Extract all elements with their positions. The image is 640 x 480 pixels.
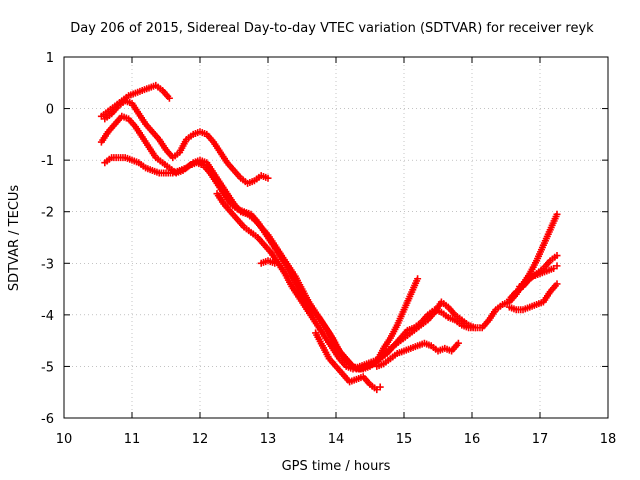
- data-point: [264, 174, 272, 182]
- data-point: [165, 94, 173, 102]
- data-point: [553, 280, 561, 288]
- data-point: [376, 383, 384, 391]
- y-tick-label: -2: [41, 206, 54, 221]
- data-point: [454, 339, 462, 347]
- x-tick-label: 12: [192, 432, 209, 447]
- y-tick-label: -6: [41, 412, 54, 427]
- x-tick-label: 11: [124, 432, 141, 447]
- y-axis-label: SDTVAR / TECUs: [7, 185, 22, 292]
- series-track-g: [257, 257, 279, 267]
- y-tick-label: -1: [41, 154, 54, 169]
- y-tick-label: -5: [41, 360, 54, 375]
- data-markers: [97, 81, 561, 394]
- x-tick-label: 14: [328, 432, 345, 447]
- series-track-d: [101, 154, 422, 373]
- series-track-l: [505, 280, 561, 314]
- data-point: [414, 275, 422, 283]
- y-tick-label: -4: [41, 309, 54, 324]
- x-tick-label: 15: [396, 432, 413, 447]
- x-tick-label: 16: [464, 432, 481, 447]
- x-axis-label: GPS time / hours: [282, 459, 391, 474]
- axis-ticks: [63, 56, 609, 419]
- x-tick-labels: 10 11 12 13 14 15 16 17 18: [56, 432, 617, 447]
- x-tick-label: 10: [56, 432, 73, 447]
- x-tick-label: 13: [260, 432, 277, 447]
- series-track-h: [373, 339, 462, 370]
- y-tick-label: -3: [41, 257, 54, 272]
- y-tick-label: 0: [46, 103, 54, 118]
- series-track-b: [101, 97, 272, 187]
- data-point: [553, 210, 561, 218]
- data-point: [553, 252, 561, 260]
- x-tick-label: 18: [600, 432, 617, 447]
- chart-title: Day 206 of 2015, Sidereal Day-to-day VTE…: [70, 21, 594, 36]
- data-point: [553, 262, 561, 270]
- x-tick-label: 17: [532, 432, 549, 447]
- y-tick-labels: 1 0 -1 -2 -3 -4 -5 -6: [41, 51, 54, 427]
- y-tick-label: 1: [46, 51, 54, 66]
- data-point: [271, 259, 279, 267]
- series-track-k: [516, 262, 561, 290]
- series-track-f: [312, 329, 384, 394]
- series-track-c: [97, 112, 466, 373]
